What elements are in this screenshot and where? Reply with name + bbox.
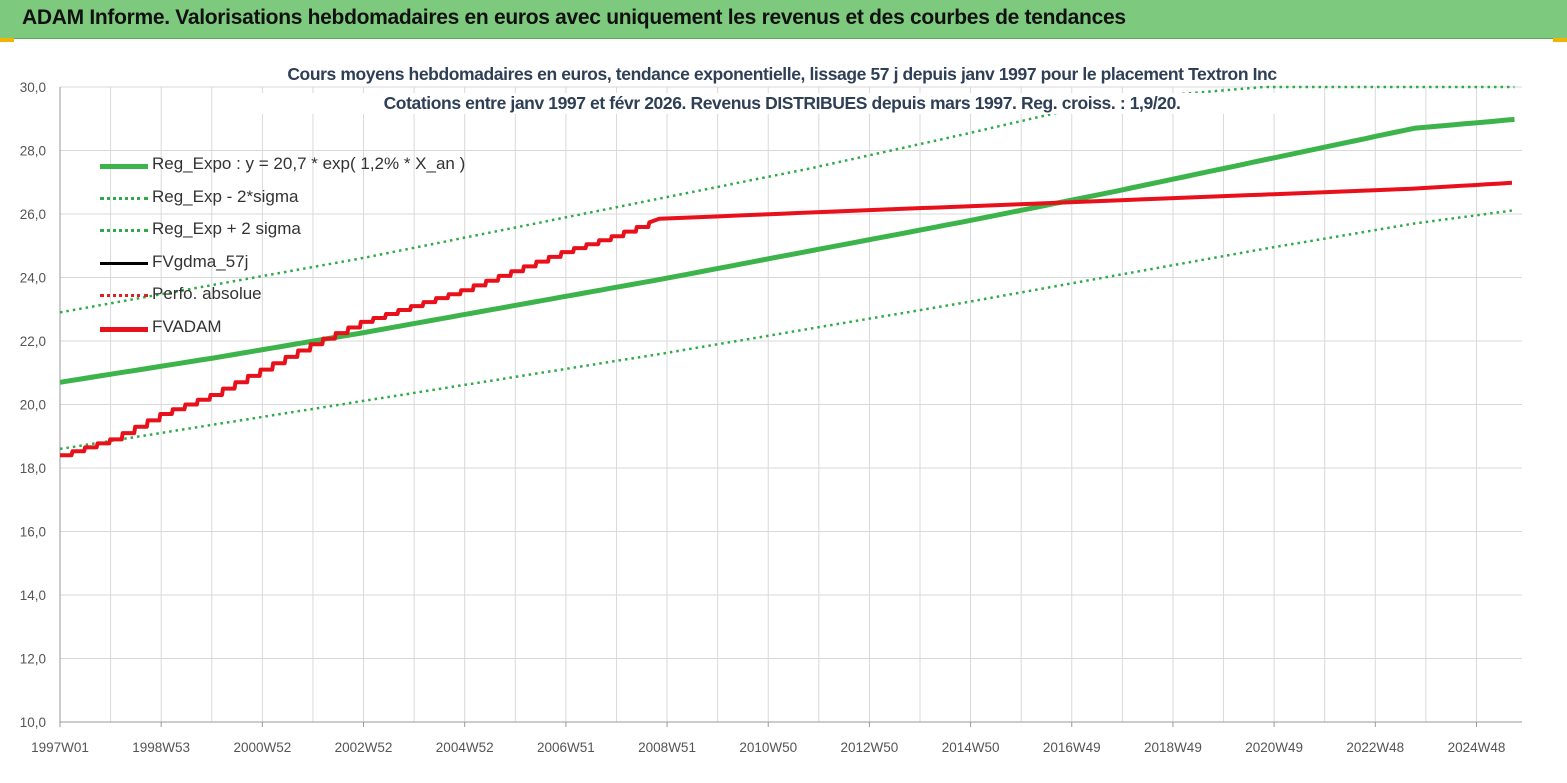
x-tick-label: 2018W49 — [1144, 740, 1202, 755]
corner-mark-left — [0, 38, 14, 42]
report-banner: ADAM Informe. Valorisations hebdomadaire… — [0, 0, 1567, 39]
legend-swatch — [100, 229, 148, 232]
y-tick-label: 26,0 — [20, 207, 46, 222]
y-tick-label: 16,0 — [20, 525, 46, 540]
x-tick-label: 2022W48 — [1346, 740, 1404, 755]
chart-svg: 10,0 12,0 14,0 16,0 18,0 20,0 22,0 24,0 26,0 28,0… — [20, 80, 1522, 755]
x-tick-label: 2024W48 — [1448, 740, 1506, 755]
legend-label: Perfo. absolue — [152, 284, 262, 303]
legend-swatch — [100, 326, 148, 332]
legend-swatch — [100, 261, 148, 265]
x-tick-label: 2002W52 — [335, 740, 393, 755]
x-tick-label: 2008W51 — [638, 740, 696, 755]
legend-label: Reg_Exp - 2*sigma — [152, 186, 299, 206]
chart-title-line-1: Cours moyens hebdomadaires en euros, ten… — [252, 64, 1312, 85]
legend-label: FVgdma_57j — [152, 251, 249, 271]
x-tick-label: 1998W53 — [132, 740, 190, 755]
x-tick-label: 2010W50 — [739, 740, 797, 755]
x-tick-label: 2006W51 — [537, 740, 595, 755]
y-tick-label: 10,0 — [20, 715, 46, 730]
legend-swatch — [100, 196, 148, 200]
x-tick-label: 1997W01 — [31, 740, 89, 755]
chart-title-line-2: Cotations entre janv 1997 et févr 2026. … — [252, 93, 1312, 114]
legend-label: Reg_Exp + 2 sigma — [152, 219, 301, 238]
legend-label: Reg_Expo : y = 20,7 * exp( 1,2% * X_an ) — [152, 154, 466, 173]
series-fvadam — [60, 180, 1513, 458]
y-tick-label: 12,0 — [20, 652, 46, 667]
corner-mark-right — [1553, 38, 1567, 42]
chart-area: 10,0 12,0 14,0 16,0 18,0 20,0 22,0 24,0 26,0 28,0… — [0, 38, 1567, 783]
x-tick-label: 2016W49 — [1043, 740, 1101, 755]
y-tick-label: 20,0 — [20, 398, 46, 413]
legend-swatch — [100, 294, 148, 297]
y-tick-label: 14,0 — [20, 588, 46, 603]
series-layer — [59, 85, 1515, 458]
y-tick-label: 30,0 — [20, 80, 46, 95]
x-tick-label: 2014W50 — [942, 740, 1000, 755]
legend-swatch — [100, 164, 148, 169]
series-reg-expo — [59, 116, 1515, 385]
legend-label: FVADAM — [152, 316, 222, 336]
axes: 10,0 12,0 14,0 16,0 18,0 20,0 22,0 24,0 26,0 28,0… — [20, 80, 1522, 755]
y-tick-label: 18,0 — [20, 461, 46, 476]
series-reg-exp-minus-2sigma — [59, 208, 1515, 451]
x-tick-label: 2020W49 — [1245, 740, 1303, 755]
x-tick-label: 2000W52 — [233, 740, 291, 755]
grid — [59, 86, 1522, 723]
report-title: ADAM Informe. Valorisations hebdomadaire… — [22, 6, 1126, 29]
x-tick-label: 2004W52 — [436, 740, 494, 755]
x-tick-label: 2012W50 — [841, 740, 899, 755]
y-tick-label: 22,0 — [20, 334, 46, 349]
y-tick-label: 28,0 — [20, 144, 46, 159]
y-tick-label: 24,0 — [20, 271, 46, 286]
